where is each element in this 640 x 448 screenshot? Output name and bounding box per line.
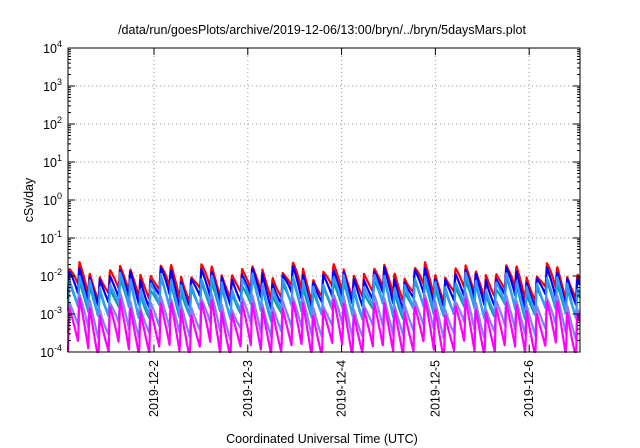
series-line [66, 296, 581, 354]
y-tick-label: 10-3 [40, 305, 62, 322]
x-axis-label: Coordinated Universal Time (UTC) [226, 432, 418, 446]
y-axis-label: cSv/day [22, 177, 36, 222]
y-tick-label: 101 [43, 153, 62, 170]
y-tick-label: 102 [43, 115, 62, 132]
y-tick-label: 10-4 [40, 343, 62, 360]
x-tick-label: 2019-12-6 [522, 360, 536, 417]
y-tick-label: 104 [43, 39, 62, 56]
y-tick-label: 103 [43, 77, 62, 94]
chart-title: /data/run/goesPlots/archive/2019-12-06/1… [118, 23, 526, 37]
y-tick-label: 100 [43, 191, 62, 208]
x-ticks: 2019-12-2 2019-12-3 2019-12-4 2019-12-5 2019… [147, 48, 536, 417]
x-tick-label: 2019-12-4 [335, 360, 349, 417]
x-tick-label: 2019-12-5 [428, 360, 442, 417]
y-ticks: 10-4 10-3 10-2 10-1 100 101 102 103 104 [40, 39, 580, 360]
x-tick-label: 2019-12-3 [241, 360, 255, 417]
x-tick-label: 2019-12-2 [147, 360, 161, 417]
series-group [66, 261, 581, 354]
y-tick-label: 10-2 [40, 267, 62, 284]
y-tick-label: 10-1 [40, 229, 62, 246]
